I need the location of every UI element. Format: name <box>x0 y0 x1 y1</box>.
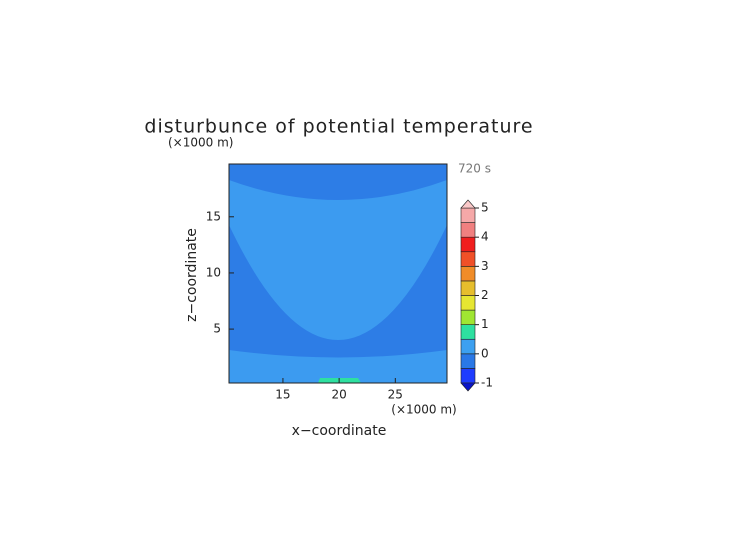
colorbar-tick-label: 1 <box>481 317 489 331</box>
colorbar-under <box>460 382 476 392</box>
colorbar-tick-label: 5 <box>481 201 489 215</box>
x-tick-label: 25 <box>388 388 403 402</box>
colorbar-box <box>460 324 476 340</box>
colorbar-box <box>460 236 476 253</box>
colorbar-tick-label: -1 <box>481 376 493 390</box>
y-unit: (×1000 m) <box>168 136 233 150</box>
colorbar-box <box>460 207 476 223</box>
chart-title: disturbunce of potential temperature <box>144 116 533 138</box>
colorbar-box <box>460 266 476 282</box>
colorbar-box <box>460 368 476 384</box>
x-tick-label: 15 <box>275 388 290 402</box>
colorbar-box <box>460 280 476 296</box>
colorbar-over <box>460 199 476 209</box>
colorbar-tick-label: 3 <box>481 259 489 273</box>
y-tick-label: 10 <box>206 265 221 279</box>
x-unit: (×1000 m) <box>391 403 456 417</box>
plot-frame <box>228 163 448 384</box>
y-tick-label: 15 <box>206 209 221 223</box>
contour-region <box>229 164 447 200</box>
colorbar-box <box>460 295 476 311</box>
contour-region <box>229 225 447 358</box>
contour-field <box>229 164 447 383</box>
y-tick-label: 5 <box>213 322 221 336</box>
y-axis-label: z−coordinate <box>184 228 200 322</box>
colorbar-tick-label: 0 <box>481 346 489 360</box>
x-axis-label: x−coordinate <box>292 423 387 439</box>
colorbar-tick-label: 4 <box>481 230 489 244</box>
colorbar-tick-label: 2 <box>481 288 489 302</box>
x-tick-label: 20 <box>331 388 346 402</box>
colorbar-box <box>460 251 476 267</box>
annotation: 720 s <box>458 162 491 176</box>
colorbar-box <box>460 353 476 369</box>
colorbar-box <box>460 222 476 238</box>
colorbar-box <box>460 309 476 325</box>
colorbar-box <box>460 338 476 355</box>
